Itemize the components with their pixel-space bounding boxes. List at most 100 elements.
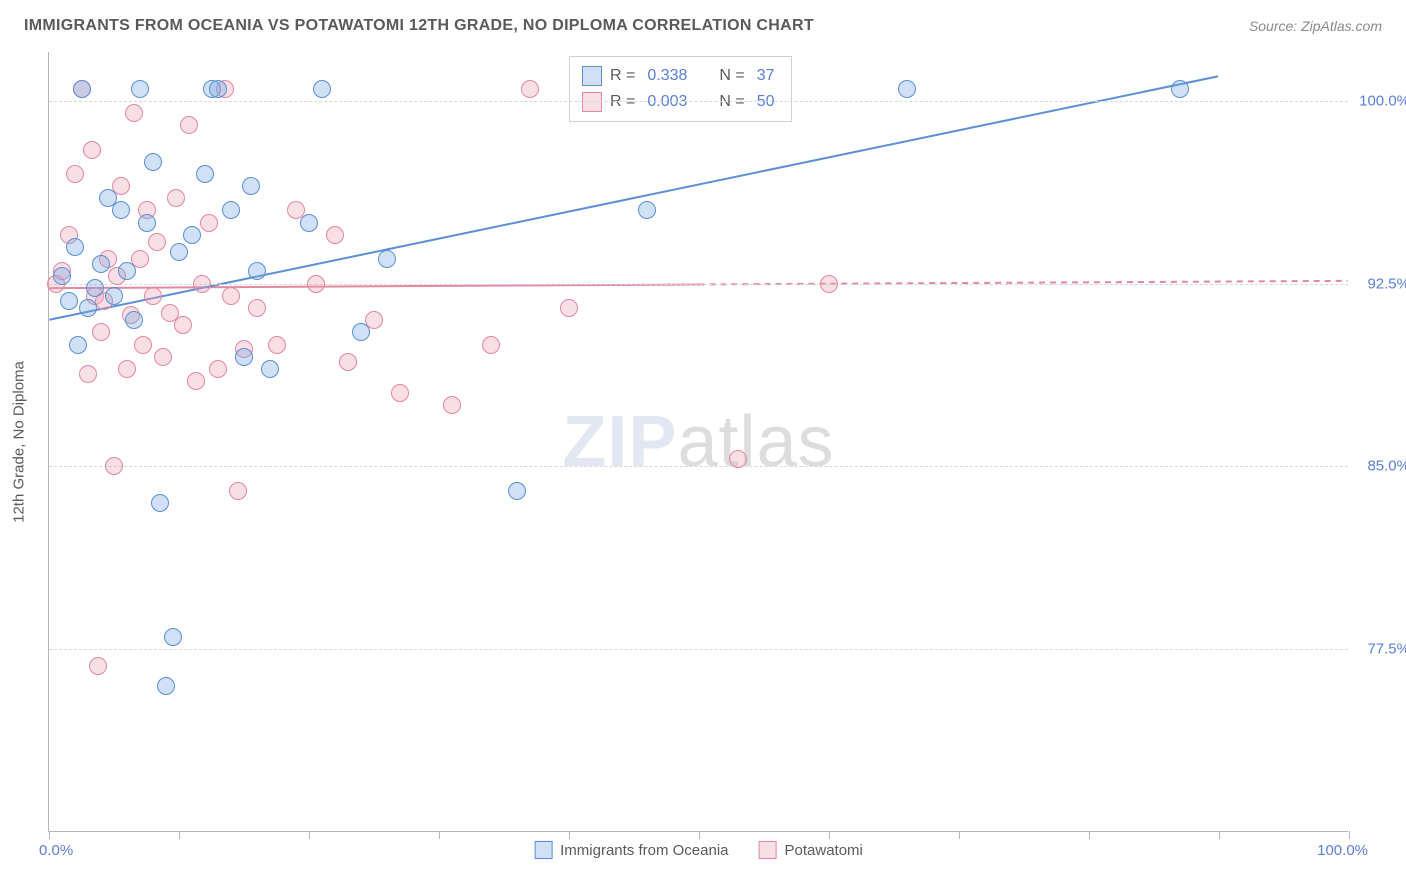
scatter-point-blue <box>898 80 916 98</box>
x-tick <box>49 831 50 839</box>
scatter-point-blue <box>235 348 253 366</box>
scatter-point-pink <box>167 189 185 207</box>
scatter-point-blue <box>164 628 182 646</box>
scatter-point-pink <box>105 457 123 475</box>
bottom-legend: Immigrants from Oceania Potawatomi <box>534 841 863 859</box>
scatter-point-pink <box>339 353 357 371</box>
x-tick <box>179 831 180 839</box>
y-tick-label: 77.5% <box>1354 641 1406 658</box>
gridline <box>49 466 1348 467</box>
scatter-point-blue <box>196 165 214 183</box>
x-max-label: 100.0% <box>1317 842 1368 859</box>
n-prefix: N = <box>719 67 744 85</box>
trend-lines-layer <box>49 52 1348 831</box>
scatter-point-blue <box>378 250 396 268</box>
scatter-point-blue <box>53 267 71 285</box>
legend-row-blue: R = 0.338 N = 37 <box>582 63 779 89</box>
scatter-point-pink <box>443 396 461 414</box>
x-tick <box>699 831 700 839</box>
scatter-point-blue <box>300 214 318 232</box>
swatch-blue <box>534 841 552 859</box>
scatter-point-pink <box>144 287 162 305</box>
scatter-point-blue <box>118 262 136 280</box>
scatter-point-pink <box>200 214 218 232</box>
r-value-pink: 0.003 <box>647 93 687 111</box>
scatter-point-pink <box>154 348 172 366</box>
legend-label-blue: Immigrants from Oceania <box>560 842 728 859</box>
scatter-point-pink <box>83 141 101 159</box>
scatter-point-blue <box>242 177 260 195</box>
scatter-point-blue <box>69 336 87 354</box>
correlation-legend: R = 0.338 N = 37 R = 0.003 N = 50 <box>569 56 792 122</box>
swatch-pink <box>582 92 602 112</box>
scatter-point-blue <box>60 292 78 310</box>
x-tick <box>309 831 310 839</box>
legend-item-blue: Immigrants from Oceania <box>534 841 728 859</box>
x-tick <box>959 831 960 839</box>
scatter-point-blue <box>638 201 656 219</box>
watermark-zip: ZIP <box>562 402 677 482</box>
scatter-point-blue <box>138 214 156 232</box>
scatter-point-pink <box>180 116 198 134</box>
scatter-point-pink <box>66 165 84 183</box>
scatter-point-blue <box>183 226 201 244</box>
scatter-point-blue <box>144 153 162 171</box>
chart-title: IMMIGRANTS FROM OCEANIA VS POTAWATOMI 12… <box>24 17 814 35</box>
scatter-point-blue <box>73 80 91 98</box>
scatter-point-blue <box>248 262 266 280</box>
scatter-point-pink <box>729 450 747 468</box>
scatter-point-pink <box>92 323 110 341</box>
gridline <box>49 101 1348 102</box>
gridline <box>49 649 1348 650</box>
legend-item-pink: Potawatomi <box>759 841 863 859</box>
y-axis-label: 12th Grade, No Diploma <box>11 361 28 523</box>
scatter-point-blue <box>151 494 169 512</box>
swatch-blue <box>582 66 602 86</box>
scatter-point-blue <box>170 243 188 261</box>
scatter-point-pink <box>209 360 227 378</box>
scatter-point-pink <box>820 275 838 293</box>
scatter-point-pink <box>134 336 152 354</box>
x-tick <box>1089 831 1090 839</box>
scatter-point-blue <box>209 80 227 98</box>
scatter-point-blue <box>79 299 97 317</box>
x-tick <box>1219 831 1220 839</box>
r-prefix: R = <box>610 93 635 111</box>
legend-label-pink: Potawatomi <box>785 842 863 859</box>
scatter-point-pink <box>560 299 578 317</box>
scatter-point-pink <box>229 482 247 500</box>
scatter-point-pink <box>193 275 211 293</box>
x-origin-label: 0.0% <box>39 842 73 859</box>
scatter-point-blue <box>1171 80 1189 98</box>
legend-row-pink: R = 0.003 N = 50 <box>582 89 779 115</box>
scatter-point-blue <box>125 311 143 329</box>
y-tick-label: 92.5% <box>1354 275 1406 292</box>
scatter-point-pink <box>521 80 539 98</box>
y-tick-label: 85.0% <box>1354 458 1406 475</box>
n-value-blue: 37 <box>757 67 775 85</box>
scatter-point-blue <box>313 80 331 98</box>
scatter-point-pink <box>248 299 266 317</box>
scatter-point-pink <box>187 372 205 390</box>
y-tick-label: 100.0% <box>1354 92 1406 109</box>
scatter-point-blue <box>352 323 370 341</box>
gridline <box>49 284 1348 285</box>
x-tick <box>569 831 570 839</box>
scatter-point-pink <box>482 336 500 354</box>
scatter-point-blue <box>105 287 123 305</box>
n-prefix: N = <box>719 93 744 111</box>
r-prefix: R = <box>610 67 635 85</box>
scatter-point-blue <box>66 238 84 256</box>
scatter-point-pink <box>148 233 166 251</box>
scatter-point-pink <box>222 287 240 305</box>
scatter-point-pink <box>89 657 107 675</box>
watermark: ZIPatlas <box>562 401 834 483</box>
scatter-point-blue <box>157 677 175 695</box>
scatter-point-blue <box>508 482 526 500</box>
scatter-point-pink <box>118 360 136 378</box>
scatter-point-pink <box>307 275 325 293</box>
r-value-blue: 0.338 <box>647 67 687 85</box>
scatter-point-pink <box>391 384 409 402</box>
scatter-point-pink <box>79 365 97 383</box>
scatter-point-pink <box>268 336 286 354</box>
